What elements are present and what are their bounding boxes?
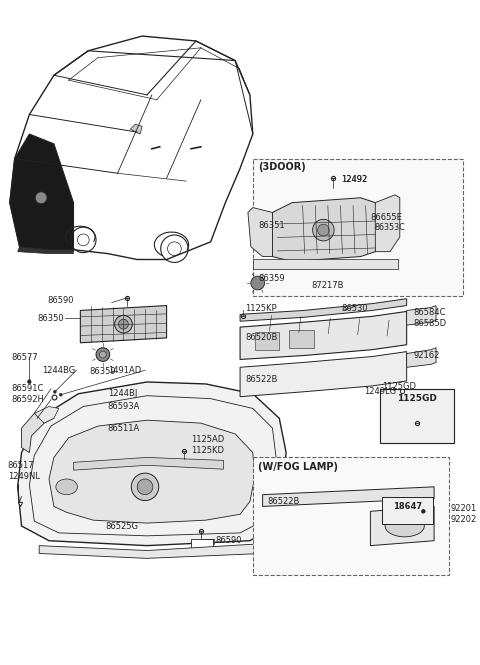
Text: 1125GD: 1125GD xyxy=(397,394,437,403)
Circle shape xyxy=(137,479,153,495)
Text: 1244BJ: 1244BJ xyxy=(108,389,137,398)
Text: 92201: 92201 xyxy=(451,504,477,513)
Circle shape xyxy=(421,509,425,513)
Circle shape xyxy=(60,393,62,396)
Circle shape xyxy=(35,192,47,203)
Polygon shape xyxy=(34,406,59,423)
Circle shape xyxy=(251,276,264,290)
Circle shape xyxy=(99,351,106,358)
Polygon shape xyxy=(371,507,434,545)
Circle shape xyxy=(28,380,31,384)
Circle shape xyxy=(96,348,110,361)
Text: 12492: 12492 xyxy=(341,175,367,184)
Text: 92202: 92202 xyxy=(451,515,477,523)
Text: 86517: 86517 xyxy=(8,461,35,469)
Text: 1125KP: 1125KP xyxy=(245,304,276,313)
Polygon shape xyxy=(18,382,286,545)
Polygon shape xyxy=(240,299,407,321)
Bar xyxy=(253,458,449,575)
Polygon shape xyxy=(240,311,407,360)
Circle shape xyxy=(312,219,334,241)
Bar xyxy=(253,259,398,269)
Text: 86590: 86590 xyxy=(47,296,73,305)
Bar xyxy=(253,158,464,296)
Polygon shape xyxy=(263,487,434,507)
Text: 86351: 86351 xyxy=(259,221,285,229)
Text: 92162: 92162 xyxy=(413,351,440,360)
Polygon shape xyxy=(22,410,54,453)
Text: 1125GD: 1125GD xyxy=(382,382,416,392)
Polygon shape xyxy=(49,420,255,523)
Text: 86591C: 86591C xyxy=(12,384,44,393)
Text: 86590: 86590 xyxy=(216,536,242,545)
Text: 86593A: 86593A xyxy=(108,402,140,411)
Polygon shape xyxy=(273,198,380,261)
Bar xyxy=(255,332,279,350)
Text: 86359: 86359 xyxy=(90,366,116,376)
Text: 86592H: 86592H xyxy=(12,395,45,404)
Polygon shape xyxy=(80,305,167,342)
Polygon shape xyxy=(407,305,436,325)
Text: 86522B: 86522B xyxy=(245,374,277,384)
Text: 87217B: 87217B xyxy=(312,281,344,291)
Circle shape xyxy=(317,224,329,236)
Text: (W/FOG LAMP): (W/FOG LAMP) xyxy=(258,462,338,472)
Text: 12492: 12492 xyxy=(341,175,367,184)
Bar xyxy=(380,389,454,443)
Text: 18647: 18647 xyxy=(393,502,422,511)
Text: 86350: 86350 xyxy=(37,314,64,323)
Text: 86584C: 86584C xyxy=(413,308,446,317)
Polygon shape xyxy=(375,195,400,251)
Circle shape xyxy=(119,319,128,329)
Polygon shape xyxy=(248,207,273,257)
Bar xyxy=(382,497,433,524)
Polygon shape xyxy=(73,458,223,470)
Text: 86522B: 86522B xyxy=(267,497,300,506)
Circle shape xyxy=(132,473,159,501)
Polygon shape xyxy=(131,124,142,134)
Ellipse shape xyxy=(56,479,77,495)
Text: 86525G: 86525G xyxy=(106,521,139,531)
Bar xyxy=(191,539,213,549)
Circle shape xyxy=(28,380,31,382)
Text: (3DOOR): (3DOOR) xyxy=(258,162,305,172)
Text: 86655E: 86655E xyxy=(371,213,402,222)
Ellipse shape xyxy=(385,515,424,537)
Polygon shape xyxy=(18,247,73,253)
Polygon shape xyxy=(240,352,407,397)
Text: 1244BG: 1244BG xyxy=(42,366,75,374)
Circle shape xyxy=(53,390,56,393)
Text: 1125KD: 1125KD xyxy=(191,446,224,455)
Text: 1249NL: 1249NL xyxy=(8,471,40,481)
Polygon shape xyxy=(10,36,253,259)
Polygon shape xyxy=(10,134,73,249)
Text: 1491AD: 1491AD xyxy=(108,366,141,374)
Text: 86511A: 86511A xyxy=(108,424,140,432)
Text: 86353C: 86353C xyxy=(374,223,405,231)
Text: 86520B: 86520B xyxy=(245,333,277,342)
Polygon shape xyxy=(39,544,263,559)
Text: 86359: 86359 xyxy=(259,273,285,283)
Circle shape xyxy=(115,315,132,333)
Text: 1125AD: 1125AD xyxy=(191,436,224,444)
Text: 86530: 86530 xyxy=(341,304,368,313)
Bar xyxy=(289,330,313,348)
Text: 86585D: 86585D xyxy=(413,319,447,328)
Text: 86577: 86577 xyxy=(12,353,38,362)
Text: 1249LG: 1249LG xyxy=(364,387,396,396)
Polygon shape xyxy=(407,348,436,367)
